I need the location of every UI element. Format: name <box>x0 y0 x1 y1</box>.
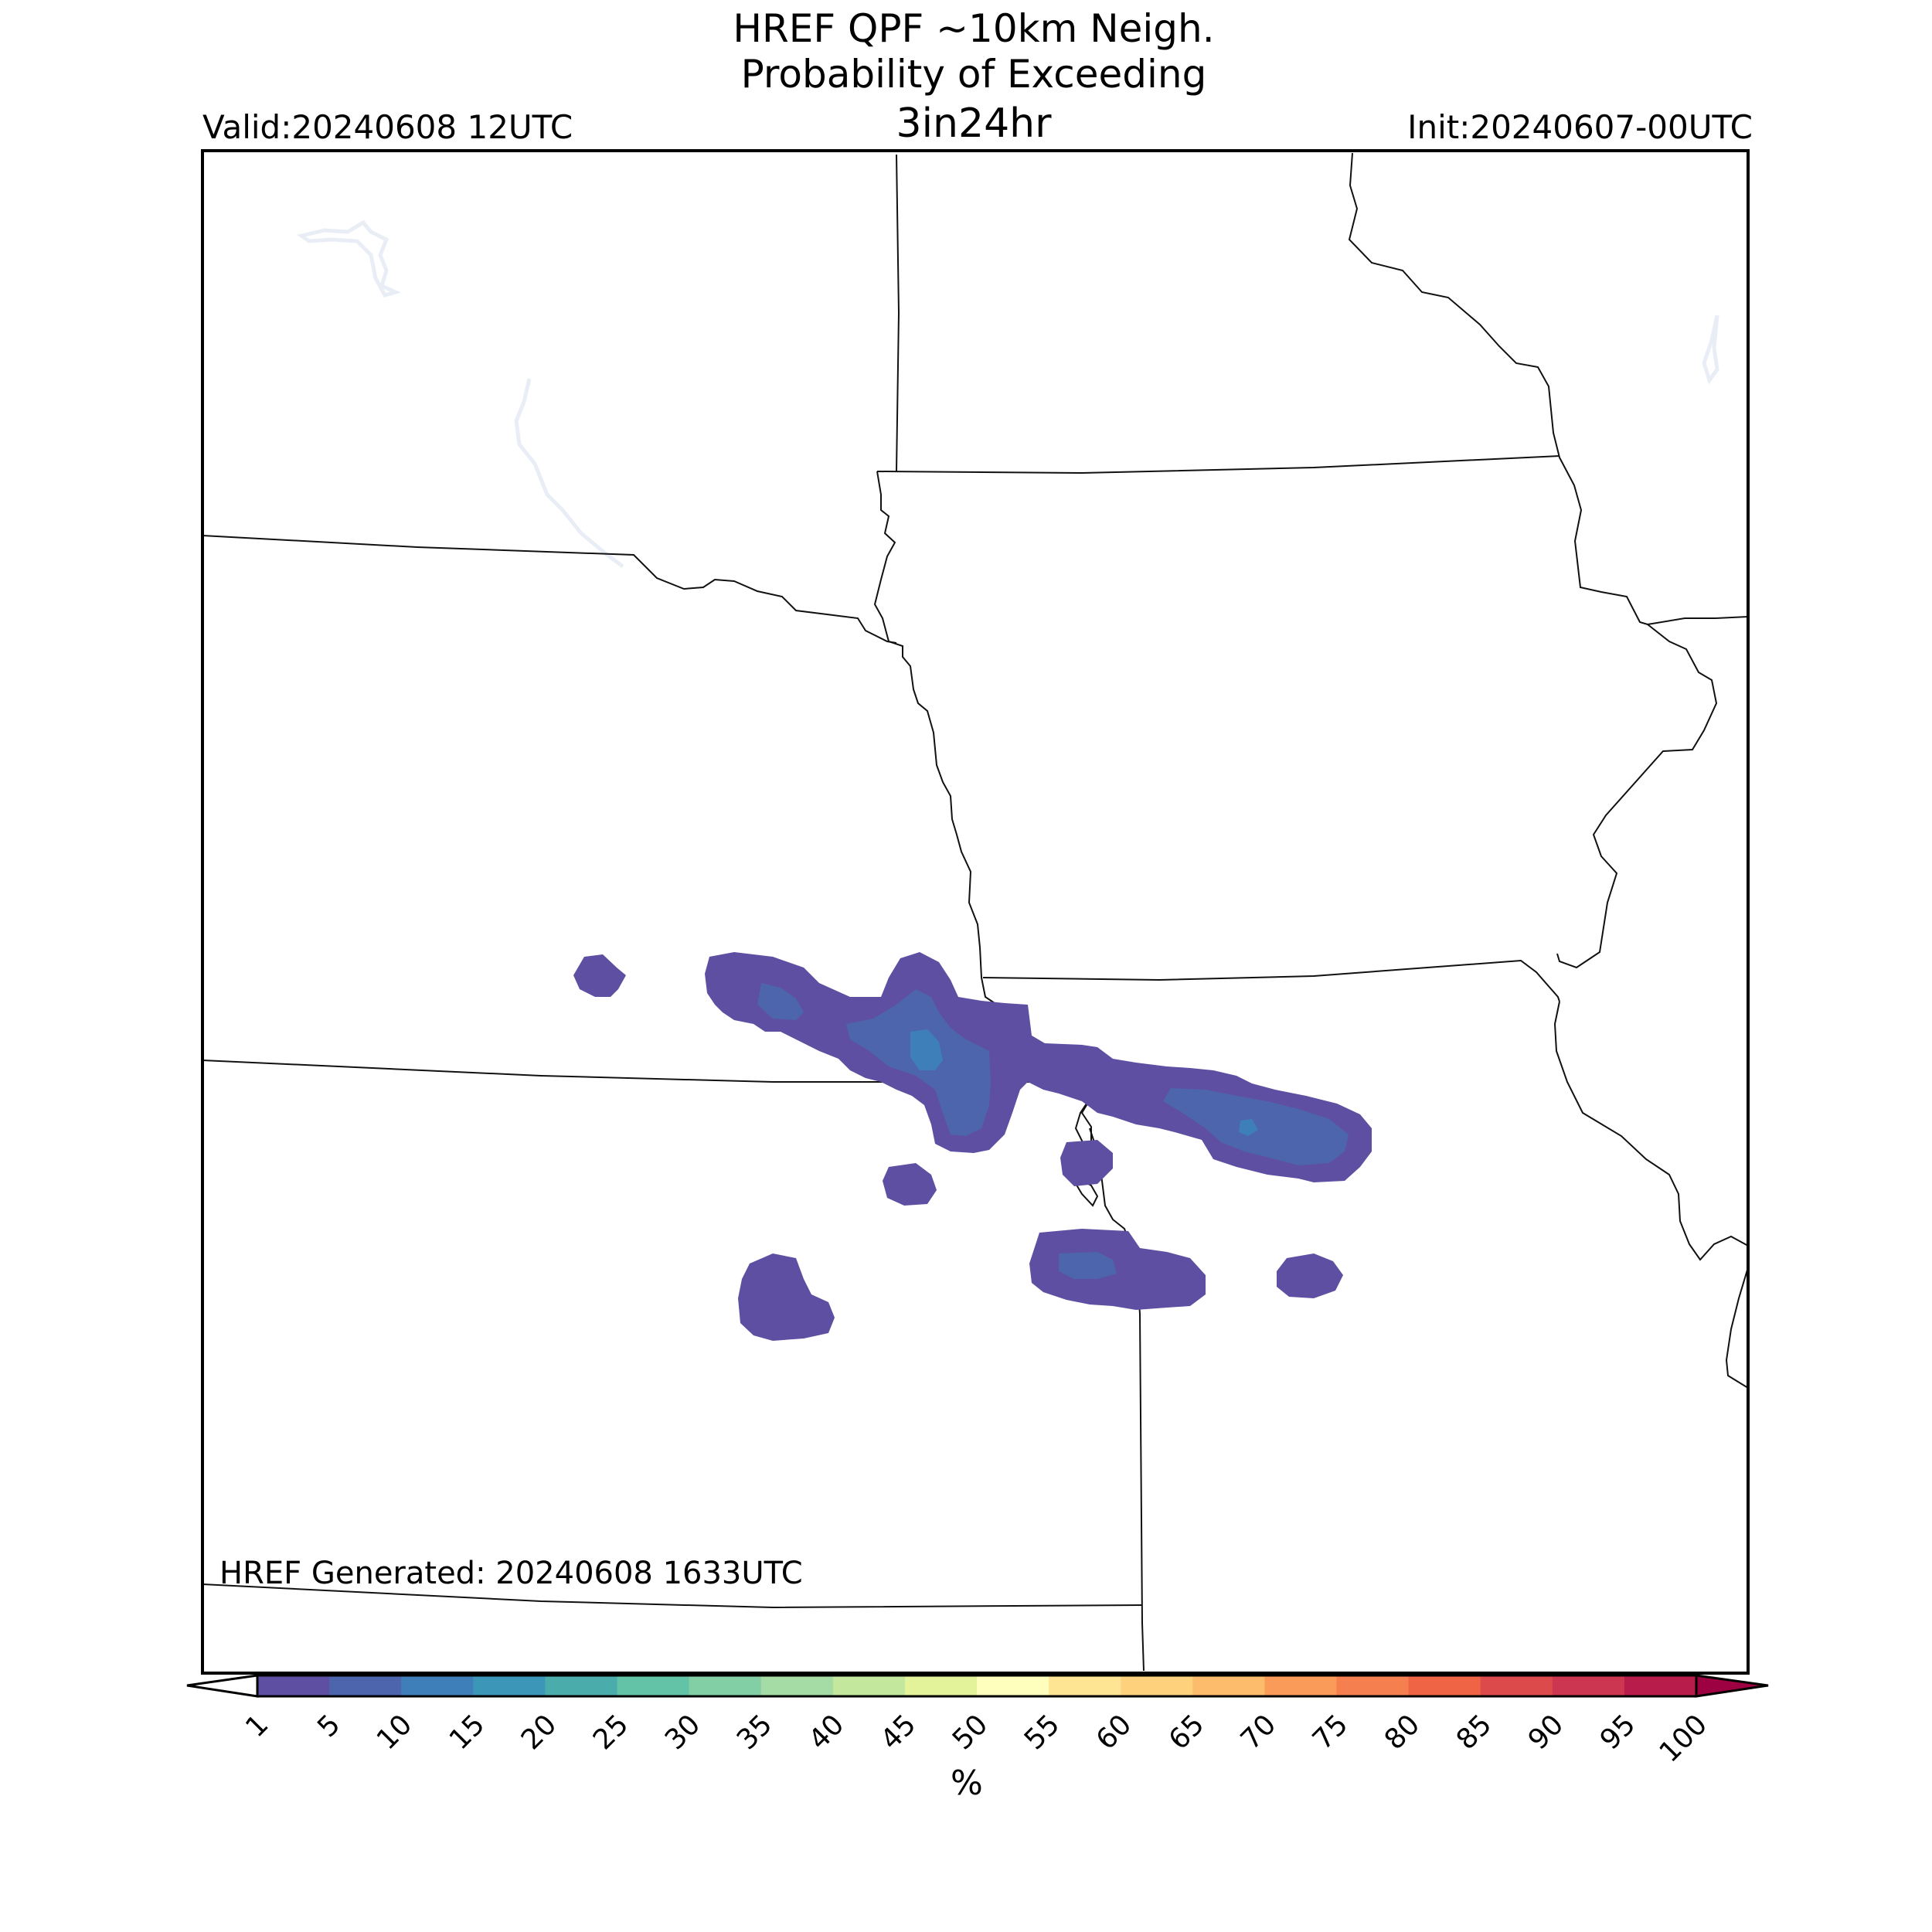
state-border-il-ia <box>1556 624 1718 969</box>
river-feature <box>514 378 624 568</box>
prob-area-ks-small <box>1060 1140 1113 1186</box>
prob-area-sw <box>738 1253 835 1341</box>
prob-5-area-south <box>1059 1252 1117 1279</box>
state-border-ne-ia <box>873 471 1099 1207</box>
state-border-mn-ia <box>876 455 1560 474</box>
state-border-sd-ne <box>202 535 897 644</box>
prob-10-area-east <box>1239 1119 1258 1136</box>
state-border-mo-east <box>1725 1267 1749 1389</box>
state-border-wi <box>1348 152 1749 626</box>
prob-area-mid-small <box>883 1163 937 1206</box>
chart-title-line-3: 3in24hr <box>896 100 1052 147</box>
state-border-ks-mo <box>1089 1128 1145 1672</box>
init-time-label: Init:20240607-00UTC <box>1407 108 1753 146</box>
prob-5-area-main <box>757 983 804 1020</box>
state-border-ks-ok <box>202 1583 1143 1609</box>
prob-area-south-large <box>1029 1229 1206 1310</box>
water-features <box>296 219 1719 568</box>
chart-title-line-1: HREF QPF ~10km Neigh. <box>733 6 1215 51</box>
state-borders <box>202 152 1749 1672</box>
valid-time-label: Valid:20240608 12UTC <box>202 108 573 146</box>
chart-title-line-2: Probability of Exceeding <box>740 52 1207 97</box>
lake-feature-east <box>1702 315 1719 385</box>
generated-timestamp: HREF Generated: 20240608 1633UTC <box>219 1556 803 1591</box>
state-border-il-mo <box>1553 1001 1749 1261</box>
map-frame <box>201 149 1750 1675</box>
prob-10-contours <box>910 1029 1258 1136</box>
probability-field <box>573 952 1372 1341</box>
state-border-nd-sd <box>896 154 900 472</box>
prob-area-nw-small <box>573 954 626 997</box>
colorbar-units-label: % <box>951 1764 983 1803</box>
lake-feature <box>296 219 402 298</box>
state-border-ia-mo <box>982 959 1560 1002</box>
prob-area-se-small <box>1277 1253 1343 1298</box>
prob-10-area-core <box>910 1029 943 1070</box>
